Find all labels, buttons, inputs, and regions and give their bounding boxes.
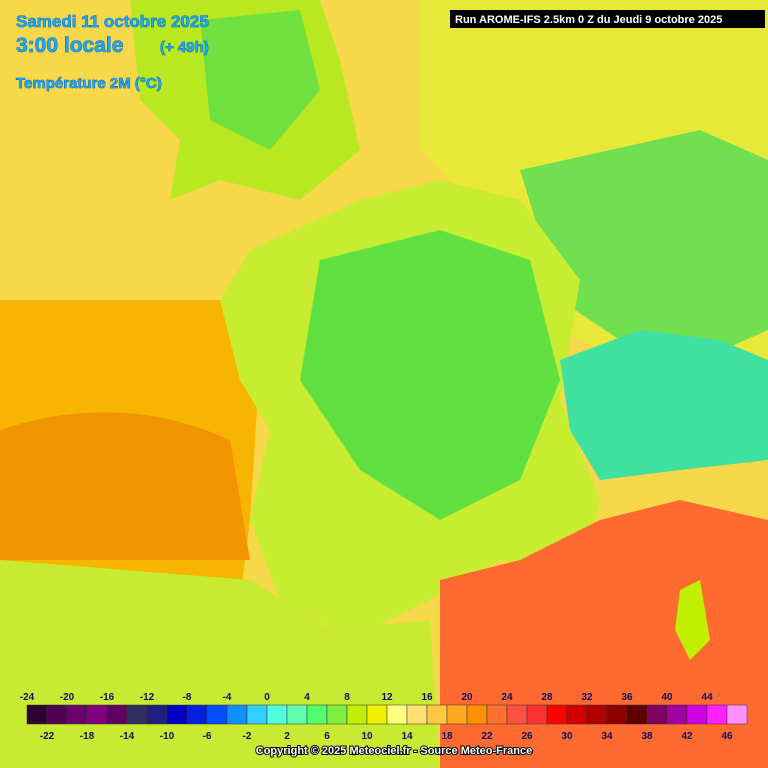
- legend-swatch: [346, 704, 368, 725]
- atlantic-warmer: [0, 412, 250, 560]
- legend-swatch: [486, 704, 508, 725]
- legend-swatch: [106, 704, 128, 725]
- legend-label: 0: [264, 692, 270, 703]
- legend-label: 6: [324, 731, 330, 742]
- legend-label: 22: [481, 731, 493, 742]
- date-label: Samedi 11 octobre 2025: [16, 12, 209, 31]
- time-label: 3:00 locale: [16, 34, 123, 57]
- legend-label: 24: [501, 692, 513, 703]
- legend-label: 38: [641, 731, 653, 742]
- legend-label: 30: [561, 731, 573, 742]
- legend-label: 26: [521, 731, 533, 742]
- legend-label: -2: [243, 731, 252, 742]
- legend-swatch: [386, 704, 408, 725]
- legend-swatch: [266, 704, 288, 725]
- legend-label: 44: [701, 692, 713, 703]
- legend-label: -14: [120, 731, 135, 742]
- legend-swatch: [686, 704, 708, 725]
- france-inland: [300, 230, 560, 520]
- legend-swatch: [546, 704, 568, 725]
- legend-swatch: [66, 704, 88, 725]
- legend-label: 10: [361, 731, 373, 742]
- legend-label: 42: [681, 731, 693, 742]
- legend-label: 46: [721, 731, 733, 742]
- legend-swatch: [606, 704, 628, 725]
- legend-label: 18: [441, 731, 453, 742]
- legend-label: 12: [381, 692, 393, 703]
- legend-swatch: [446, 704, 468, 725]
- legend-swatch: [726, 704, 748, 725]
- legend-swatch: [506, 704, 528, 725]
- germany-land: [520, 130, 768, 360]
- legend-label: -10: [160, 731, 175, 742]
- legend-label: -8: [183, 692, 192, 703]
- legend-swatch: [226, 704, 248, 725]
- legend-swatch: [406, 704, 428, 725]
- legend-swatch: [466, 704, 488, 725]
- run-label: Run AROME-IFS 2.5km 0 Z du Jeudi 9 octob…: [455, 14, 722, 26]
- corsica: [675, 580, 710, 660]
- legend-label: 8: [344, 692, 350, 703]
- legend-label: 2: [284, 731, 290, 742]
- legend-label: -4: [223, 692, 232, 703]
- legend-label: -20: [60, 692, 75, 703]
- copyright: Copyright © 2025 Meteociel.fr - Source M…: [256, 745, 532, 757]
- lead-label: (+ 49h): [160, 39, 209, 56]
- legend-label: 36: [621, 692, 633, 703]
- legend-label: 40: [661, 692, 673, 703]
- legend-swatch: [46, 704, 68, 725]
- legend-label: 32: [581, 692, 593, 703]
- legend-label: -6: [203, 731, 212, 742]
- legend-label: 14: [401, 731, 413, 742]
- legend-label: -18: [80, 731, 95, 742]
- legend-label: -22: [40, 731, 55, 742]
- legend-swatch: [706, 704, 728, 725]
- legend-swatch: [626, 704, 648, 725]
- legend-swatch: [666, 704, 688, 725]
- legend-swatch: [646, 704, 668, 725]
- legend-swatch: [426, 704, 448, 725]
- legend-swatch: [586, 704, 608, 725]
- legend-swatch: [166, 704, 188, 725]
- legend-label: 34: [601, 731, 613, 742]
- legend-label: -12: [140, 692, 155, 703]
- legend-swatch: [206, 704, 228, 725]
- uk-inland: [200, 10, 320, 150]
- legend-swatch: [566, 704, 588, 725]
- legend-label: 4: [304, 692, 310, 703]
- legend-swatch: [366, 704, 388, 725]
- legend-label: 28: [541, 692, 553, 703]
- run-box: [450, 10, 765, 28]
- mediterranean: [440, 500, 768, 768]
- legend-swatch: [246, 704, 268, 725]
- alps: [560, 330, 768, 480]
- legend-label: 16: [421, 692, 433, 703]
- legend-label: -24: [20, 692, 35, 703]
- variable-label: Température 2M (°C): [16, 75, 162, 92]
- legend-swatch: [86, 704, 108, 725]
- legend-swatch: [286, 704, 308, 725]
- legend-swatch: [126, 704, 148, 725]
- legend-label: -16: [100, 692, 115, 703]
- legend-label: 20: [461, 692, 473, 703]
- legend-swatch: [306, 704, 328, 725]
- legend-swatch: [26, 704, 48, 725]
- legend-swatch: [186, 704, 208, 725]
- legend-swatch: [326, 704, 348, 725]
- legend-swatch: [526, 704, 548, 725]
- legend-swatch: [146, 704, 168, 725]
